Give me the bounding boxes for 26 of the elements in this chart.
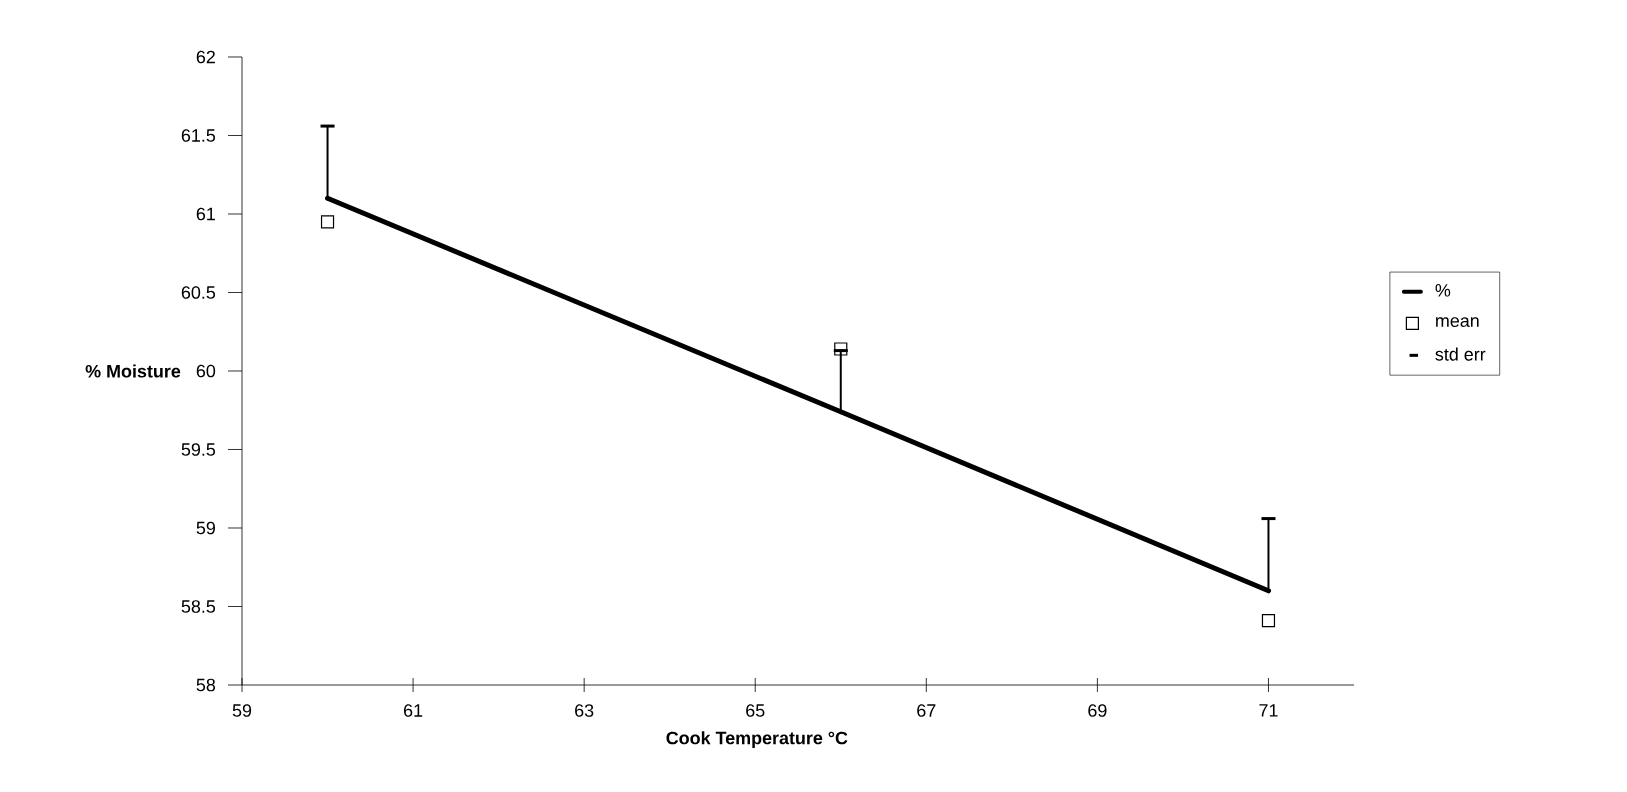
point [1261,614,1276,628]
legend-label: % [1435,284,1451,297]
legend-label: mean [1436,317,1479,327]
y-tick-label: 61 [196,207,215,221]
x-tick-label: 71 [1259,704,1278,717]
y-tick-label: 60.5 [181,286,216,299]
y-tick-label: 60 [196,364,216,378]
point [1266,588,1271,593]
y-axis-title: % Moisture [85,364,181,378]
y-tick-label: 61.5 [181,129,216,142]
x-tick-label: 65 [746,704,765,717]
y-tick-label: 58 [196,678,216,692]
x-tick-label: 67 [917,704,936,717]
x-tick-label: 69 [1088,704,1107,717]
legend-label: std err [1435,347,1486,361]
y-tick-label: 62 [196,50,215,64]
point [838,409,843,415]
y-tick-label: 59.5 [181,443,216,456]
y-tick-label: 58.5 [181,600,216,613]
x-tick-label: 61 [404,704,423,717]
point [834,342,848,356]
point [320,215,335,229]
x-tick-label: 63 [575,704,594,717]
y-tick-label: 59 [196,521,215,535]
x-tick-label: 59 [232,704,252,717]
x-axis-title: Cook Temperature °C [666,731,848,748]
